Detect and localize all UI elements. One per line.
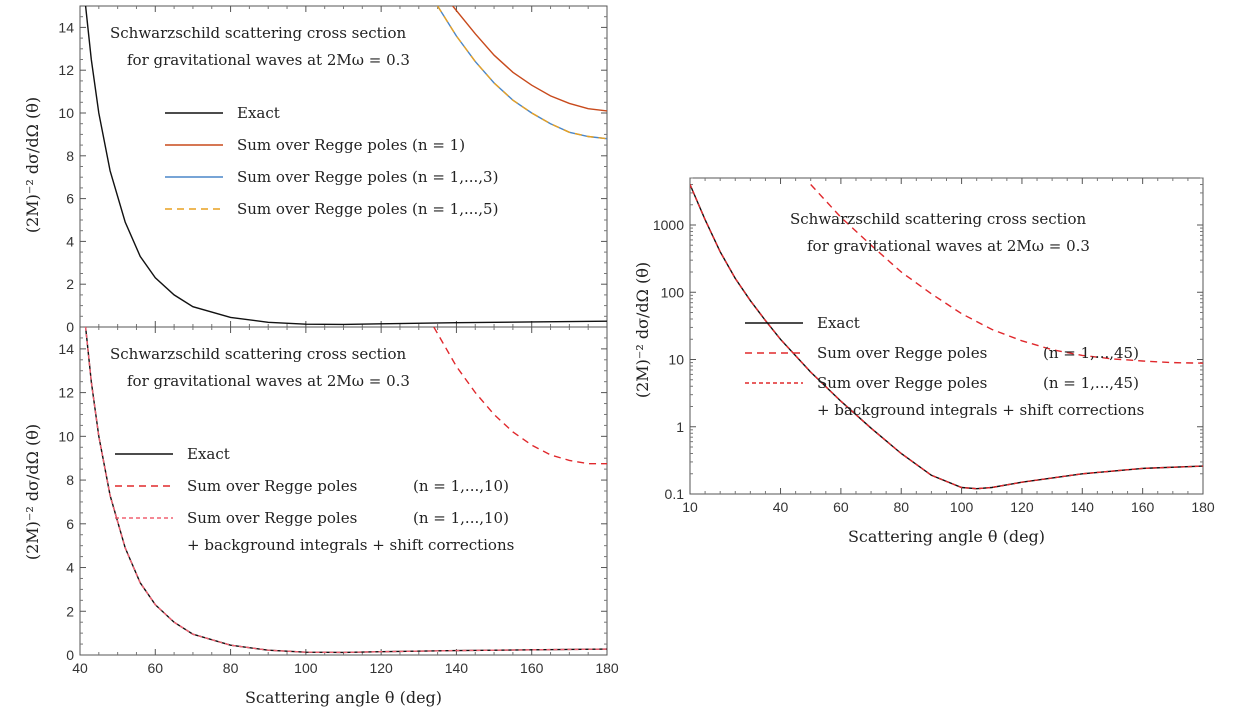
x-tick-label: 120 (369, 660, 393, 676)
legend-label-n: (n = 1,...,45) (1043, 374, 1139, 392)
y-axis-label-text: (2M)⁻² dσ/dΩ (θ) (23, 97, 42, 233)
legend-label-n: (n = 1,...,10) (413, 477, 509, 495)
legend-label: Sum over Regge poles (n = 1) (237, 136, 465, 154)
series-line-3 (84, 327, 607, 654)
x-axis-label: Scattering angle θ (deg) (848, 527, 1045, 546)
y-axis-label-text: (2M)⁻² dσ/dΩ (θ) (23, 424, 42, 560)
x-tick-label: 160 (1131, 499, 1155, 515)
y-tick-label: 6 (66, 516, 74, 532)
y-tick-label: 10 (668, 352, 684, 368)
y-tick-label: 12 (58, 62, 74, 78)
x-tick-label: 40 (773, 499, 789, 515)
y-tick-label: 0 (66, 647, 74, 663)
series-line-4 (437, 6, 607, 140)
x-tick-label: 100 (294, 660, 318, 676)
x-tick-label: 140 (1071, 499, 1095, 515)
legend-extra: + background integrals + shift correctio… (817, 401, 1144, 419)
legend-label: Sum over Regge poles (187, 509, 357, 527)
y-tick-label: 1 (676, 419, 684, 435)
y-axis-label: (2M)⁻² dσ/dΩ (θ) (633, 262, 652, 398)
legend-label: Sum over Regge poles (n = 1,...,3) (237, 168, 498, 186)
x-tick-label: 120 (1010, 499, 1034, 515)
legend-label: Exact (237, 104, 280, 122)
legend-extra: + background integrals + shift correctio… (187, 536, 514, 554)
y-tick-label: 1000 (653, 217, 684, 233)
chart-annotation: Schwarzschild scattering cross section (110, 345, 406, 363)
series-line-1 (690, 184, 1203, 490)
legend-label-n: (n = 1,...,45) (1043, 344, 1139, 362)
series-line-2 (433, 327, 607, 465)
x-axis-label: Scattering angle θ (deg) (245, 688, 442, 707)
legend-label-n: (n = 1,...,10) (413, 509, 509, 527)
y-tick-label: 0.1 (665, 486, 685, 502)
x-tick-label: 140 (445, 660, 469, 676)
y-tick-label: 2 (66, 603, 74, 619)
y-tick-label: 10 (58, 428, 74, 444)
x-tick-label: 60 (833, 499, 849, 515)
legend-label: Sum over Regge poles (817, 374, 987, 392)
y-axis-label: (2M)⁻² dσ/dΩ (θ) (23, 97, 42, 233)
chart-annotation: Schwarzschild scattering cross section (110, 24, 406, 42)
x-tick-label: 60 (147, 660, 163, 676)
chart-annotation: for gravitational waves at 2Mω = 0.3 (807, 237, 1090, 255)
y-tick-label: 100 (661, 284, 685, 300)
chart-annotation: for gravitational waves at 2Mω = 0.3 (127, 51, 410, 69)
chart-panel-3: 0.1 1 10 100 1000 10 40 60 80 100 120 140 160 180 Schw… (633, 177, 1215, 546)
series-line-1 (84, 6, 607, 326)
x-tick-label: 100 (950, 499, 974, 515)
legend-label: Sum over Regge poles (817, 344, 987, 362)
y-tick-label: 4 (66, 233, 74, 249)
chart-annotation: Schwarzschild scattering cross section (790, 210, 1086, 228)
y-tick-label: 14 (58, 341, 74, 357)
y-axis-label-text: (2M)⁻² dσ/dΩ (θ) (633, 262, 652, 398)
y-tick-label: 4 (66, 560, 74, 576)
x-tick-label: 80 (223, 660, 239, 676)
y-tick-label: 6 (66, 191, 74, 207)
chart-panel-2: 0 2 4 6 8 10 12 14 40 60 80 100 120 140 160 180 Schwarzs… (23, 326, 619, 707)
y-tick-label: 12 (58, 385, 74, 401)
x-tick-label: 80 (893, 499, 909, 515)
chart-annotation: for gravitational waves at 2Mω = 0.3 (127, 372, 410, 390)
legend-label: Sum over Regge poles (187, 477, 357, 495)
x-tick-label: 180 (1191, 499, 1215, 515)
y-tick-label: 2 (66, 276, 74, 292)
y-axis-label: (2M)⁻² dσ/dΩ (θ) (23, 424, 42, 560)
legend-label: Sum over Regge poles (n = 1,...,5) (237, 200, 498, 218)
series-line-3 (690, 184, 1203, 490)
y-tick-label: 8 (66, 148, 74, 164)
legend-label: Exact (187, 445, 230, 463)
series-line-2 (452, 6, 607, 112)
legend-label: Exact (817, 314, 860, 332)
chart-panel-1: 0 2 4 6 8 10 12 14 Schwarzschild scattering cros… (23, 5, 608, 335)
y-tick-label: 0 (66, 319, 74, 335)
x-tick-label: 10 (682, 499, 698, 515)
x-tick-label: 40 (72, 660, 88, 676)
y-tick-label: 14 (58, 19, 74, 35)
y-tick-label: 10 (58, 105, 74, 121)
series-line-3 (437, 6, 607, 140)
x-tick-label: 160 (520, 660, 544, 676)
y-tick-label: 8 (66, 472, 74, 488)
x-tick-label: 180 (595, 660, 619, 676)
